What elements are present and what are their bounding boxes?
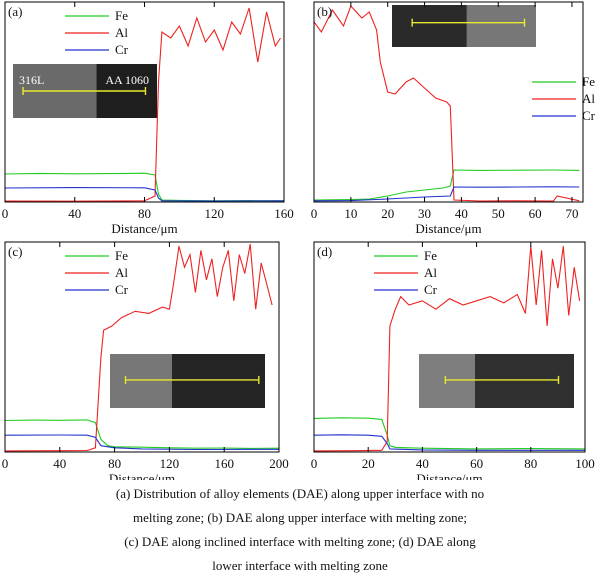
x-axis-label: Distance/μm [109,471,175,480]
x-tick-label: 80 [108,456,121,471]
legend-label-fe: Fe [424,248,437,263]
legend-label-fe: Fe [582,74,595,89]
sem-inset-image [392,5,536,47]
legend-label-al: Al [115,265,128,280]
sem-inset-region-2 [474,354,574,408]
panel-label: (d) [317,244,332,259]
legend-label-al: Al [115,25,128,40]
series-lines [314,246,585,452]
sem-inset-region-2 [172,354,265,408]
series-line-al [314,246,581,452]
panel-label: (b) [317,4,332,19]
series-line-cr [5,187,284,202]
figure-caption: (a) Distribution of alloy elements (DAE)… [0,482,600,578]
x-tick-label: 20 [362,456,375,471]
series-lines [5,244,279,452]
x-axis-label: Distance/μm [415,221,481,236]
chart-panel-3: 0 40 80 120 160 200 (c) Fe Al Cr Distance/μm [2,241,289,480]
sem-inset-region-1 [110,354,172,408]
x-tick-label: 60 [470,456,483,471]
legend-label-cr: Cr [424,282,438,297]
series-lines [5,7,284,202]
x-tick-label: 60 [529,206,542,221]
x-tick-label: 100 [575,456,595,471]
x-tick-label: 0 [311,206,318,221]
legend-label-cr: Cr [115,42,129,57]
series-lines [314,4,580,202]
inset-label-1: 316L [19,73,44,87]
x-tick-label: 40 [416,456,429,471]
chart-panel-4: 0 20 40 60 80 100 (d) Fe Al Cr Distance/μm [311,241,595,480]
x-tick-label: 40 [68,206,81,221]
x-tick-label: 80 [524,456,537,471]
series-line-cr [314,434,585,451]
x-tick-label: 10 [344,206,357,221]
x-tick-label: 40 [455,206,468,221]
legend-label-fe: Fe [115,248,128,263]
series-line-cr [5,434,279,451]
series-line-fe [5,419,279,449]
legend-label-al: Al [424,265,437,280]
sem-inset-image [419,354,574,408]
series-line-al [314,4,580,202]
figure-area: 316L AA 1060 0 40 80 120 160 (a) Fe Al Cr Distance/… [2,1,596,480]
x-tick-label: 70 [565,206,578,221]
series-line-al [5,244,273,452]
series-line-fe [314,417,585,450]
series-line-al [5,7,281,202]
legend-label-cr: Cr [582,108,596,123]
x-tick-label: 50 [492,206,505,221]
plot-frame [313,1,584,203]
legend-label-cr: Cr [115,282,129,297]
x-tick-label: 80 [138,206,151,221]
x-axis-label: Distance/μm [111,221,177,236]
sem-inset-region-1 [392,5,467,47]
sem-inset-image: 316L AA 1060 [13,64,157,118]
caption-line-4: lower interface with melting zone [212,558,388,573]
x-tick-label: 160 [214,456,234,471]
x-tick-label: 30 [418,206,431,221]
series-line-cr [314,186,580,202]
legend-label-fe: Fe [115,8,128,23]
x-tick-label: 0 [2,206,9,221]
x-tick-label: 20 [381,206,394,221]
plot-frame [313,241,586,453]
x-tick-label: 120 [160,456,180,471]
caption-line-2: melting zone; (b) DAE along upper interf… [133,510,467,525]
chart-panel-1: 316L AA 1060 0 40 80 120 160 (a) Fe Al Cr Distance/… [2,1,294,236]
x-tick-label: 160 [274,206,294,221]
x-tick-label: 40 [53,456,66,471]
series-line-fe [314,169,580,201]
caption-line-3: (c) DAE along inclined interface with me… [124,534,476,549]
series-line-fe [5,172,284,202]
sem-inset-region-2 [466,5,536,47]
chart-panel-2: 0 10 20 30 40 50 60 70 (b) Fe Al Cr Distance/μm [311,1,596,236]
plot-frame [4,241,280,453]
legend-label-al: Al [582,91,595,106]
panel-label: (c) [8,244,22,259]
sem-inset-region-1 [419,354,475,408]
inset-label-2: AA 1060 [105,73,149,87]
sem-inset-image [110,354,265,408]
x-tick-label: 0 [311,456,318,471]
caption-line-1: (a) Distribution of alloy elements (DAE)… [115,486,485,501]
x-tick-label: 120 [205,206,225,221]
x-tick-label: 0 [2,456,9,471]
panel-label: (a) [8,4,22,19]
x-tick-label: 200 [269,456,289,471]
x-axis-label: Distance/μm [416,471,482,480]
